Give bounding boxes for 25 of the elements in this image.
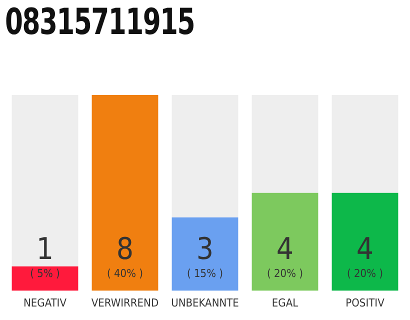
annotation: ( 40% ) [106, 266, 144, 280]
bar [172, 95, 238, 218]
annotation: ( 20% ) [346, 266, 384, 280]
annotation: ( 20% ) [266, 266, 304, 280]
bar [252, 95, 318, 193]
x-tick-label: VERWIRREND [91, 296, 159, 310]
data-label: 1 [36, 232, 54, 267]
data-label: 4 [276, 232, 294, 267]
chart-title: 08315711915 [5, 2, 195, 43]
annotation: ( 15% ) [186, 266, 224, 280]
annotation: ( 5% ) [30, 266, 60, 280]
bar [252, 192, 318, 291]
bar [12, 266, 78, 291]
data-label: 8 [116, 232, 134, 267]
bar [172, 217, 238, 291]
x-tick-label: POSITIV [346, 296, 385, 310]
bar [12, 95, 78, 266]
data-label: 4 [356, 232, 374, 267]
data-label: 3 [196, 232, 214, 267]
bar [332, 95, 398, 193]
x-tick-label: EGAL [272, 296, 299, 310]
x-tick-label: UNBEKANNTE [171, 296, 239, 310]
bar [92, 95, 158, 291]
bar [332, 192, 398, 291]
x-tick-label: NEGATIV [24, 296, 67, 310]
